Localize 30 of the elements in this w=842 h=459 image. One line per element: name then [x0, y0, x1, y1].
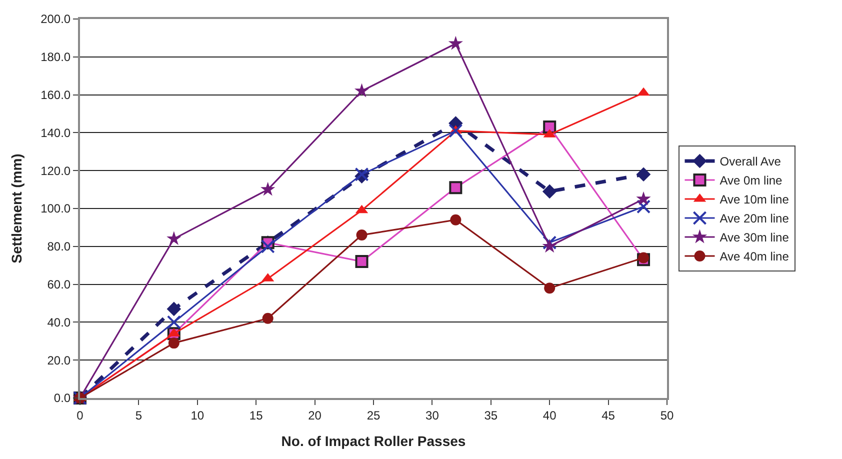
y-tick-label: 20.0 — [47, 353, 71, 368]
x-tick-label: 35 — [484, 408, 498, 422]
x-tick-label: 5 — [135, 408, 142, 422]
y-tick-label: 80.0 — [47, 240, 71, 254]
x-tick-label: 0 — [76, 408, 84, 422]
y-tick-label: 40.0 — [47, 315, 71, 330]
legend-label: Ave 0m line — [720, 174, 783, 188]
x-tick-label: 15 — [249, 408, 264, 422]
y-tick-label: 140.0 — [40, 126, 71, 140]
y-tick-label: 60.0 — [47, 278, 71, 292]
legend-label: Overall Ave — [720, 154, 782, 169]
y-tick-label: 160.0 — [40, 88, 71, 102]
y-tick-label: 180.0 — [40, 50, 71, 64]
x-tick-label: 45 — [602, 408, 616, 422]
y-tick-label: 200.0 — [40, 12, 71, 26]
legend-label: Ave 30m line — [720, 230, 790, 245]
x-tick-label: 10 — [190, 408, 204, 422]
x-tick-label: 20 — [308, 408, 322, 422]
x-tick-label: 40 — [542, 408, 557, 422]
x-tick-label: 25 — [366, 408, 380, 422]
y-axis-title: Settlement (mm) — [8, 154, 25, 264]
x-tick-label: 30 — [426, 408, 440, 422]
y-tick-label: 100.0 — [40, 202, 71, 216]
legend-label: Ave 40m line — [720, 250, 790, 264]
y-tick-label: 120.0 — [40, 164, 71, 178]
legend-label: Ave 20m line — [720, 212, 790, 226]
x-axis-title: No. of Impact Roller Passes — [281, 433, 466, 450]
x-tick-label: 50 — [660, 408, 674, 422]
legend-label: Ave 10m line — [720, 192, 790, 207]
y-tick-label: 0.0 — [54, 391, 71, 406]
